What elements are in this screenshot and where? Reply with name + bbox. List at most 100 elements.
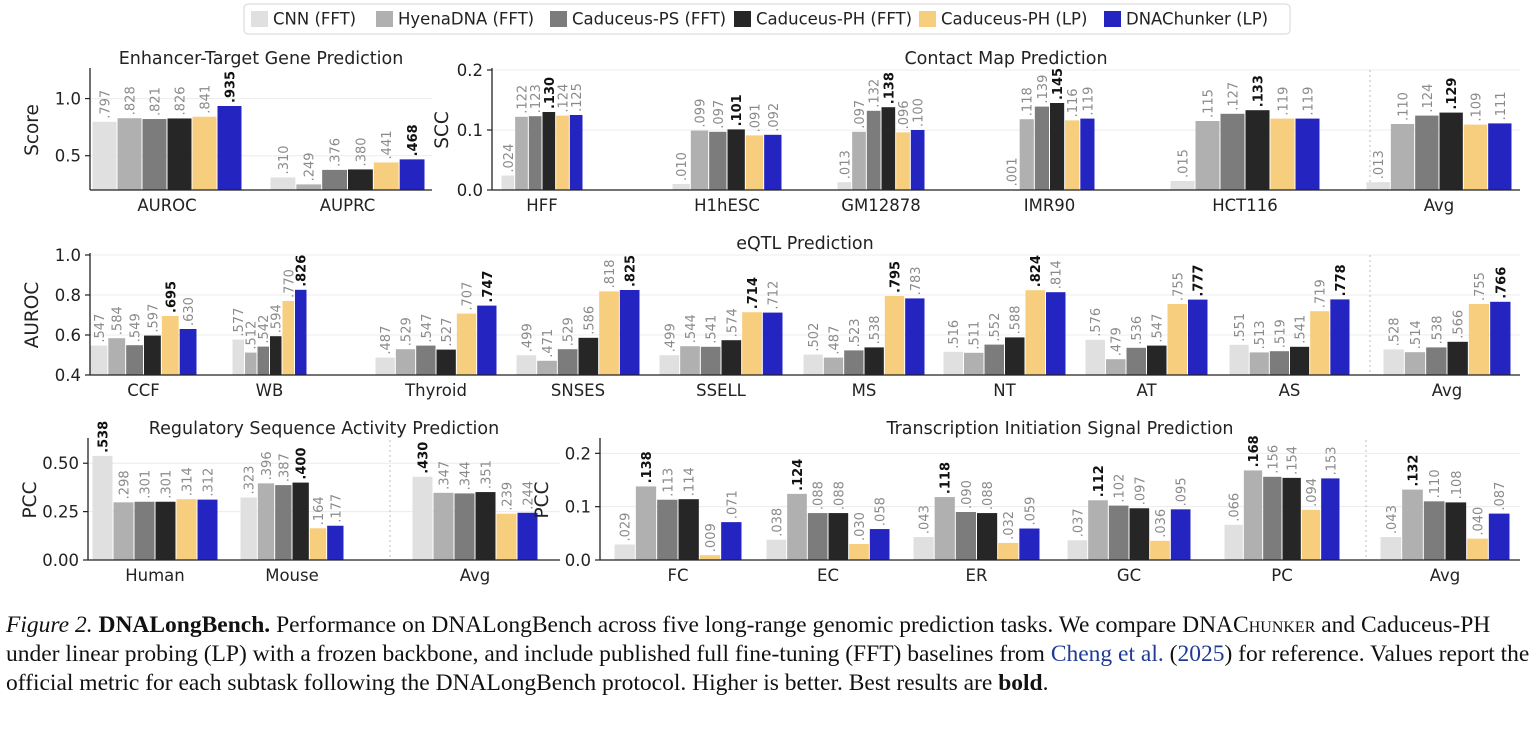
data-label: .841 <box>199 85 214 114</box>
data-label: .588 <box>1009 305 1024 334</box>
data-label: .783 <box>909 266 924 295</box>
bar <box>375 357 395 375</box>
bar <box>864 347 884 375</box>
citation-author-link[interactable]: Cheng et al. <box>1050 641 1164 667</box>
bar <box>1126 347 1146 375</box>
legend-swatch <box>251 11 268 27</box>
data-label: .145 <box>1051 68 1066 100</box>
data-label: .153 <box>1324 446 1339 475</box>
bar <box>412 476 433 560</box>
bar <box>844 350 864 375</box>
data-label: .574 <box>725 308 740 337</box>
data-label: .719 <box>1314 279 1329 308</box>
y-tick-label: 0.5 <box>55 147 81 166</box>
bar <box>1468 304 1490 375</box>
bar <box>1220 113 1245 190</box>
data-label: .529 <box>562 317 577 346</box>
caption-text-3: for reference. Values report the officia… <box>6 641 1530 696</box>
x-tick-label: HCT116 <box>1212 196 1278 215</box>
bar <box>1426 347 1447 375</box>
bar <box>1249 352 1269 375</box>
bar <box>240 497 257 560</box>
data-label: .124 <box>557 84 572 113</box>
x-tick-label: AS <box>1279 381 1301 400</box>
x-tick-label: SNSES <box>551 381 605 400</box>
data-label: .038 <box>770 508 785 537</box>
data-label: .499 <box>520 323 535 352</box>
bar <box>1402 489 1423 560</box>
data-label: .312 <box>202 468 217 497</box>
bar <box>245 352 257 375</box>
bar <box>1269 351 1289 375</box>
bar <box>1488 123 1512 190</box>
bar <box>373 162 399 190</box>
bar <box>659 355 680 375</box>
bar <box>179 329 197 375</box>
data-label: .479 <box>1110 327 1125 356</box>
legend-label: Caduceus-PH (FFT) <box>756 10 912 29</box>
data-label: .314 <box>181 467 196 496</box>
bar <box>1108 505 1129 560</box>
data-label: .487 <box>828 326 843 355</box>
x-tick-label: Mouse <box>265 566 319 585</box>
legend-swatch <box>734 11 751 27</box>
data-label: .113 <box>661 468 676 497</box>
x-tick-label: Avg <box>460 566 491 585</box>
bar <box>690 130 709 190</box>
bar <box>910 130 925 190</box>
bar <box>984 344 1004 375</box>
bar <box>1019 528 1040 560</box>
x-tick-label: NT <box>993 381 1016 400</box>
bar <box>1390 124 1415 190</box>
x-tick-label: FC <box>667 566 688 585</box>
chart-panel: 0.40.60.81.0.547.584.549.597.695.630CCF.… <box>22 234 1520 400</box>
legend-label: Caduceus-PH (LP) <box>941 10 1087 29</box>
data-label: .547 <box>1151 314 1166 343</box>
bar <box>528 116 542 190</box>
data-label: .542 <box>257 315 272 344</box>
bar <box>1243 470 1263 560</box>
bar <box>635 486 657 560</box>
data-label: .538 <box>1430 315 1445 344</box>
bar <box>542 112 556 190</box>
data-label: .430 <box>417 442 432 474</box>
bar <box>762 312 783 375</box>
data-label: .387 <box>277 453 292 482</box>
bar <box>217 106 242 190</box>
bar <box>92 121 117 190</box>
bar <box>113 502 134 560</box>
bar <box>869 529 890 560</box>
data-label: .124 <box>791 459 806 491</box>
bar <box>296 184 322 190</box>
bar <box>142 119 167 190</box>
data-label: .164 <box>312 496 327 525</box>
bar <box>537 360 557 375</box>
citation-year-link[interactable]: 2025 <box>1177 641 1225 667</box>
data-label: .597 <box>146 304 161 333</box>
x-tick-label: EC <box>817 566 839 585</box>
caption-text-1: Performance on DNALongBench across five … <box>276 612 1234 638</box>
x-tick-label: PC <box>1271 566 1292 585</box>
bar <box>1046 292 1066 375</box>
data-label: .092 <box>767 103 782 132</box>
bar <box>477 305 497 375</box>
bar <box>1330 299 1350 375</box>
legend-label: Caduceus-PS (FFT) <box>572 10 726 29</box>
bar <box>1229 344 1249 375</box>
data-label: .818 <box>603 259 618 288</box>
bar <box>515 116 528 190</box>
bar <box>232 339 244 375</box>
data-label: .043 <box>1385 505 1400 534</box>
figure-caption: Figure 2. DNALongBench. Performance on D… <box>6 611 1532 698</box>
bar <box>727 129 745 190</box>
bar <box>1270 118 1295 190</box>
data-label: .154 <box>1286 446 1301 475</box>
data-label: .576 <box>1089 308 1104 337</box>
data-label: .111 <box>1494 91 1509 120</box>
data-label: .826 <box>174 87 189 116</box>
data-label: .630 <box>182 297 197 326</box>
chart-title: Regulatory Sequence Activity Prediction <box>149 419 499 439</box>
y-axis-label: Score <box>22 104 43 156</box>
bar <box>108 338 126 375</box>
data-label: .536 <box>1130 316 1145 345</box>
